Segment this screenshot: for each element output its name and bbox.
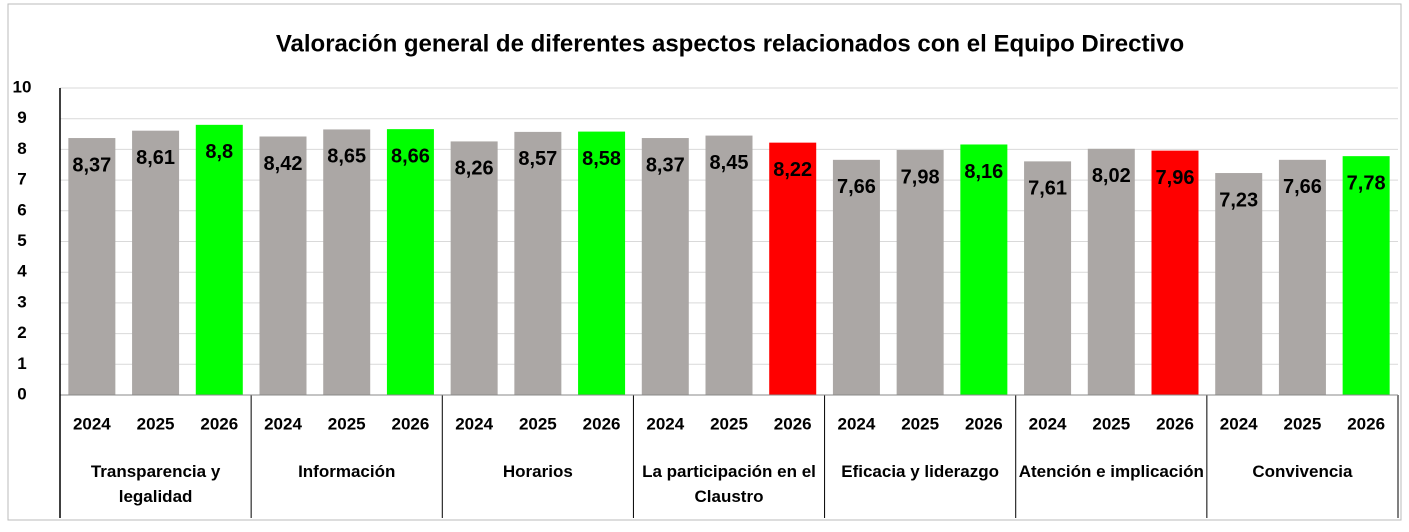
x-tick-label: 2026 — [1347, 414, 1385, 433]
bar — [1215, 173, 1263, 395]
y-tick-label: 3 — [17, 292, 26, 311]
bar — [450, 141, 498, 395]
x-tick-label: 2025 — [1092, 414, 1130, 433]
bar — [1024, 161, 1072, 395]
value-label: 8,02 — [1092, 165, 1131, 187]
group-label: Horarios — [502, 462, 573, 481]
bar — [386, 129, 434, 395]
value-label: 7,66 — [1283, 176, 1322, 198]
x-tick-label: 2025 — [901, 414, 939, 433]
y-tick-label: 7 — [17, 170, 26, 189]
bar — [1342, 156, 1390, 395]
value-label: 8,26 — [455, 158, 494, 180]
value-label: 7,96 — [1156, 167, 1195, 189]
x-tick-label: 2024 — [264, 414, 302, 433]
value-label: 7,78 — [1347, 172, 1386, 194]
value-label: 8,37 — [646, 154, 685, 176]
x-tick-label: 2026 — [392, 414, 430, 433]
x-tick-label: 2026 — [965, 414, 1003, 433]
bar — [323, 129, 371, 395]
x-tick-label: 2026 — [200, 414, 238, 433]
value-label: 8,66 — [391, 145, 430, 167]
group-label: Transparencia y legalidad — [90, 462, 221, 506]
chart-title: Valoración general de diferentes aspecto… — [276, 30, 1184, 57]
x-tick-label: 2025 — [710, 414, 748, 433]
value-label: 8,65 — [327, 146, 366, 168]
x-tick-label: 2026 — [1156, 414, 1194, 433]
x-tick-label: 2025 — [519, 414, 557, 433]
y-tick-label: 6 — [17, 200, 26, 219]
value-label: 8,57 — [518, 148, 557, 170]
bar — [259, 136, 307, 396]
value-label: 7,98 — [901, 166, 940, 188]
bar — [195, 124, 243, 395]
y-tick-label: 8 — [17, 139, 26, 158]
bar — [832, 159, 880, 395]
group-label: Atención e implicación — [1018, 462, 1204, 481]
bar — [578, 131, 626, 395]
bar — [1278, 159, 1326, 395]
x-tick-label: 2026 — [774, 414, 812, 433]
bar — [896, 150, 944, 395]
group-label: Información — [298, 462, 396, 481]
bar — [960, 144, 1008, 395]
x-tick-label: 2025 — [137, 414, 175, 433]
x-tick-label: 2024 — [1029, 414, 1067, 433]
x-tick-label: 2024 — [455, 414, 493, 433]
value-label: 7,61 — [1028, 178, 1067, 200]
y-tick-label: 4 — [17, 262, 27, 281]
bar — [641, 138, 689, 395]
value-label: 8,8 — [205, 141, 233, 163]
bar — [68, 138, 116, 395]
y-tick-label: 2 — [17, 323, 26, 342]
x-tick-label: 2024 — [838, 414, 876, 433]
x-tick-label: 2025 — [1284, 414, 1322, 433]
x-tick-label: 2026 — [583, 414, 621, 433]
bar — [705, 135, 753, 395]
y-tick-label: 9 — [17, 108, 26, 127]
x-tick-label: 2024 — [73, 414, 111, 433]
x-tick-label: 2025 — [328, 414, 366, 433]
bar — [514, 131, 562, 395]
y-tick-label: 1 — [17, 354, 26, 373]
y-tick-label: 5 — [17, 231, 26, 250]
bar — [769, 142, 817, 395]
value-label: 8,45 — [710, 152, 749, 174]
value-label: 8,58 — [582, 148, 621, 170]
group-label: Convivencia — [1252, 462, 1353, 481]
group-label: La participación en el Claustro — [642, 462, 816, 506]
x-tick-label: 2024 — [646, 414, 684, 433]
x-tick-label: 2024 — [1220, 414, 1258, 433]
bar — [132, 130, 180, 395]
value-label: 8,16 — [964, 161, 1003, 183]
value-label: 8,22 — [773, 159, 812, 181]
value-label: 7,23 — [1219, 189, 1258, 211]
value-label: 8,37 — [72, 154, 111, 176]
bar — [1087, 148, 1135, 395]
value-label: 8,42 — [264, 153, 303, 175]
bar — [1151, 150, 1199, 395]
y-tick-label: 0 — [17, 384, 26, 403]
y-tick-label: 10 — [13, 77, 32, 96]
group-label: Eficacia y liderazgo — [841, 462, 1000, 481]
value-label: 7,66 — [837, 176, 876, 198]
value-label: 8,61 — [136, 147, 175, 169]
